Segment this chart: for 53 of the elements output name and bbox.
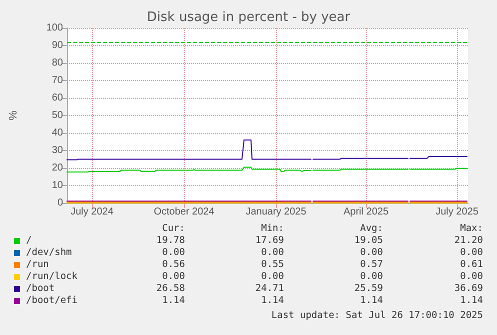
text: 1.14 — [161, 295, 185, 307]
legend-label: /boot — [26, 283, 55, 295]
text: 0.56 — [161, 259, 185, 271]
legend-label: /run — [26, 259, 49, 271]
y-tick-label: 70 — [52, 75, 64, 86]
text: 17.69 — [254, 235, 284, 247]
text: 0.61 — [459, 259, 483, 271]
legend-label: /dev/shm — [26, 247, 72, 259]
text: Cur: — [161, 223, 185, 235]
text: 0.57 — [359, 259, 383, 271]
y-tick-label: 100 — [46, 22, 64, 34]
y-tick-label: 50 — [52, 110, 64, 121]
text: 0.00 — [260, 247, 284, 259]
text: 0.55 — [260, 259, 284, 271]
text: 0.00 — [161, 271, 185, 283]
y-tick-label: 90 — [52, 40, 64, 51]
y-tick-label: 0 — [57, 198, 64, 208]
text: 1.14 — [359, 295, 383, 307]
legend-label: /run/lock — [26, 271, 78, 283]
text: 0.00 — [459, 247, 483, 259]
y-axis-title: % — [8, 110, 20, 120]
text: Avg: — [359, 223, 383, 235]
x-tick-label: July 2024 — [70, 206, 114, 218]
x-tick-label: October 2024 — [154, 206, 215, 218]
legend-label: / — [26, 235, 32, 247]
text: 0.00 — [161, 247, 185, 259]
chart-title: Disk usage in percent - by year — [146, 10, 351, 25]
text: 26.58 — [155, 283, 185, 295]
legend-label: /boot/efi — [26, 295, 78, 307]
text: 1.14 — [459, 295, 483, 307]
x-tick-label: April 2025 — [343, 206, 389, 218]
text: Last update: Sat Jul 26 17:00:10 2025 — [271, 310, 483, 321]
text: 36.69 — [453, 283, 483, 295]
text: 21.20 — [453, 235, 483, 247]
text: Min: — [260, 223, 284, 235]
x-tick-label: July 2025 — [436, 206, 479, 218]
y-tick-label: 30 — [52, 145, 64, 156]
y-tick-label: 40 — [52, 128, 64, 138]
text: 0.00 — [359, 271, 383, 283]
text: 0.00 — [459, 271, 483, 283]
text: 0.00 — [359, 247, 383, 259]
text: 1.14 — [260, 295, 284, 307]
text: 24.71 — [254, 283, 284, 295]
x-tick-label: January 2025 — [246, 206, 307, 218]
y-tick-label: 10 — [52, 180, 64, 191]
y-tick-label: 80 — [52, 58, 64, 68]
text: 25.59 — [353, 283, 383, 295]
y-tick-label: 60 — [52, 92, 64, 104]
text: 19.78 — [155, 235, 185, 247]
text: Max: — [459, 223, 483, 235]
text: 0.00 — [260, 271, 284, 283]
text: 19.05 — [353, 235, 383, 247]
y-tick-label: 20 — [52, 162, 64, 174]
